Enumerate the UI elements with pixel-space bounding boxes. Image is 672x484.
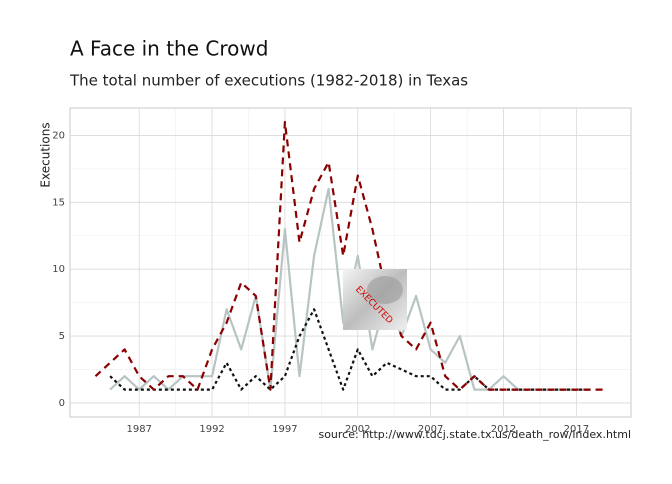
y-axis-label: Executions xyxy=(39,122,53,187)
chart-title: A Face in the Crowd xyxy=(70,37,268,61)
photo-face xyxy=(367,276,403,304)
y-tick-label: 10 xyxy=(52,264,65,275)
caption: source: http://www.tdcj.state.tx.us/deat… xyxy=(318,428,631,441)
series-line xyxy=(109,308,591,391)
chart-subtitle: The total number of executions (1982-201… xyxy=(69,72,468,90)
y-tick-label: 15 xyxy=(52,197,65,208)
series-line xyxy=(94,120,606,391)
y-tick-label: 0 xyxy=(59,398,65,409)
x-tick-label: 2012 xyxy=(491,424,516,435)
y-tick-label: 20 xyxy=(52,130,65,141)
x-tick-label: 1987 xyxy=(126,424,151,435)
photo: EXECUTED xyxy=(343,269,407,330)
x-tick-label: 1992 xyxy=(199,424,224,435)
x-tick-label: 1997 xyxy=(272,424,297,435)
y-tick-label: 5 xyxy=(59,331,65,342)
x-tick-label: 2002 xyxy=(345,424,370,435)
x-tick-label: 2017 xyxy=(564,424,589,435)
plot-border xyxy=(69,107,632,418)
x-tick-label: 2007 xyxy=(418,424,443,435)
